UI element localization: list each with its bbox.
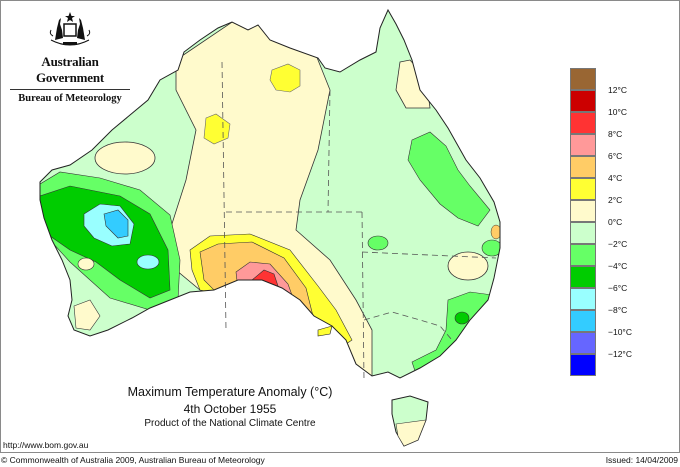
issued-date: Issued: 14/04/2009 xyxy=(605,455,678,465)
legend-swatch xyxy=(570,310,596,332)
legend-swatch xyxy=(570,90,596,112)
legend-label: 6°C xyxy=(608,151,623,161)
map-title-block: Maximum Temperature Anomaly (°C) 4th Oct… xyxy=(100,384,360,431)
website-url[interactable]: http://www.bom.gov.au xyxy=(3,440,89,450)
department-name: Bureau of Meteorology xyxy=(18,93,122,104)
legend-swatch xyxy=(570,244,596,266)
map-date: 4th October 1955 xyxy=(183,402,277,416)
legend-swatch xyxy=(570,134,596,156)
legend-swatch xyxy=(570,156,596,178)
legend-swatch xyxy=(570,200,596,222)
map-product: Product of the National Climate Centre xyxy=(144,418,316,429)
legend-swatch xyxy=(570,332,596,354)
legend-swatch xyxy=(570,178,596,200)
legend-swatch xyxy=(570,266,596,288)
legend-swatch xyxy=(570,68,596,90)
organization-name: Australian Government xyxy=(35,54,105,85)
coat-of-arms-icon xyxy=(49,12,91,46)
legend-label: 2°C xyxy=(608,195,623,205)
bom-logo: Australian Government Bureau of Meteorol… xyxy=(8,10,132,104)
header-divider xyxy=(10,89,130,90)
footer: © Commonwealth of Australia 2009, Austra… xyxy=(0,453,680,467)
legend-label: 4°C xyxy=(608,173,623,183)
legend-swatch xyxy=(570,222,596,244)
legend-label: −8°C xyxy=(608,305,628,315)
legend-label: −6°C xyxy=(608,283,628,293)
legend-swatch xyxy=(570,112,596,134)
legend-label: −2°C xyxy=(608,239,628,249)
legend-label: 8°C xyxy=(608,129,623,139)
legend-label: −4°C xyxy=(608,261,628,271)
map-title: Maximum Temperature Anomaly (°C) xyxy=(127,385,333,399)
australia-anomaly-map xyxy=(39,9,501,447)
copyright-text: © Commonwealth of Australia 2009, Austra… xyxy=(1,455,265,465)
legend-label: 10°C xyxy=(608,107,627,117)
legend-label: 12°C xyxy=(608,85,627,95)
legend-label: −10°C xyxy=(608,327,632,337)
legend-label: 0°C xyxy=(608,217,623,227)
legend-label: −12°C xyxy=(608,349,632,359)
legend-swatch xyxy=(570,354,596,376)
legend-swatch xyxy=(570,288,596,310)
